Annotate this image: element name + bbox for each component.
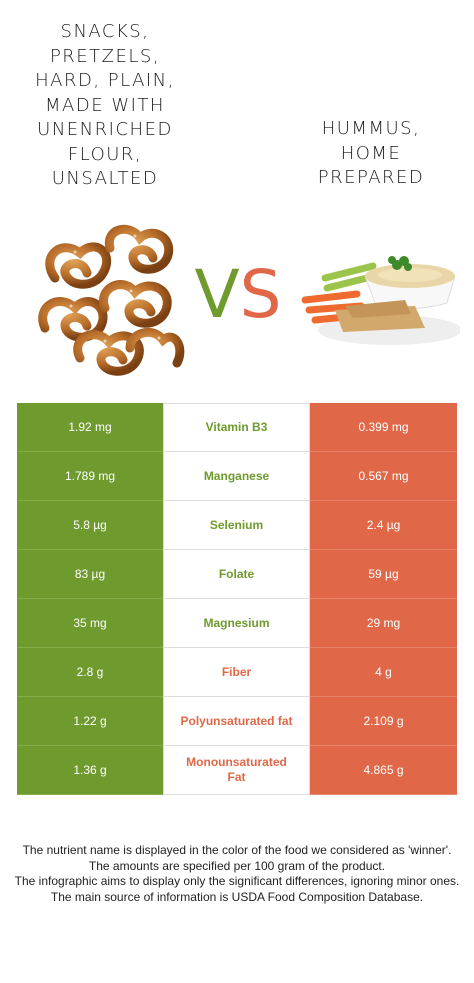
left-value-cell: 5.8 µg	[17, 501, 163, 550]
nutrient-name-cell: Selenium	[163, 501, 310, 550]
footnotes: The nutrient name is displayed in the co…	[10, 843, 464, 905]
vs-s: S	[239, 256, 282, 333]
right-value-cell: 2.109 g	[310, 697, 457, 746]
right-food-title: Hummus, home prepared	[317, 118, 425, 188]
right-value-cell: 29 mg	[310, 599, 457, 648]
left-value-cell: 1.789 mg	[17, 452, 163, 501]
left-value-cell: 1.22 g	[17, 697, 163, 746]
nutrient-name-cell: Fiber	[163, 648, 310, 697]
left-value-cell: 1.92 mg	[17, 403, 163, 452]
comparison-table: 1.92 mg Vitamin B3 0.399 mg 1.789 mg Mangane…	[17, 403, 457, 795]
left-value-cell: 1.36 g	[17, 746, 163, 795]
right-value-cell: 0.567 mg	[310, 452, 457, 501]
note-source: The main source of information is USDA F…	[50, 889, 424, 904]
right-value-cell: 4 g	[310, 648, 457, 697]
table-row: 83 µg Folate 59 µg	[17, 550, 457, 599]
nutrient-name-cell: Manganese	[163, 452, 310, 501]
note-significant-differences: The infographic aims to display only the…	[14, 874, 460, 888]
table-row: 5.8 µg Selenium 2.4 µg	[17, 501, 457, 550]
right-value-cell: 59 µg	[310, 550, 457, 599]
left-value-cell: 83 µg	[17, 550, 163, 599]
note-per-100g: The amounts are specified per 100 gram o…	[88, 858, 386, 873]
table-row: 1.92 mg Vitamin B3 0.399 mg	[17, 403, 457, 452]
nutrient-name-cell: Magnesium	[163, 599, 310, 648]
table-row: 1.22 g Polyunsaturated fat 2.109 g	[17, 697, 457, 746]
note-winner-color: The nutrient name is displayed in the co…	[22, 843, 452, 857]
nutrient-name-cell: Folate	[163, 550, 310, 599]
vs-v: V	[194, 256, 240, 333]
left-value-cell: 35 mg	[17, 599, 163, 648]
right-value-cell: 2.4 µg	[310, 501, 457, 550]
pretzel-image	[35, 218, 185, 383]
table-row: 2.8 g Fiber 4 g	[17, 648, 457, 697]
right-value-cell: 4.865 g	[310, 746, 457, 795]
vs-label: VS	[188, 255, 288, 335]
left-value-cell: 2.8 g	[17, 648, 163, 697]
nutrient-name-cell: Polyunsaturated fat	[163, 697, 310, 746]
nutrient-name-cell: Vitamin B3	[163, 403, 310, 452]
nutrient-name-cell: Monounsaturated Fat	[163, 746, 310, 795]
hummus-image	[295, 248, 462, 348]
right-value-cell: 0.399 mg	[310, 403, 457, 452]
table-row: 1.36 g Monounsaturated Fat 4.865 g	[17, 746, 457, 795]
table-row: 1.789 mg Manganese 0.567 mg	[17, 452, 457, 501]
left-food-title: Snacks, pretzels, hard, plain, made with…	[35, 21, 175, 189]
table-row: 35 mg Magnesium 29 mg	[17, 599, 457, 648]
